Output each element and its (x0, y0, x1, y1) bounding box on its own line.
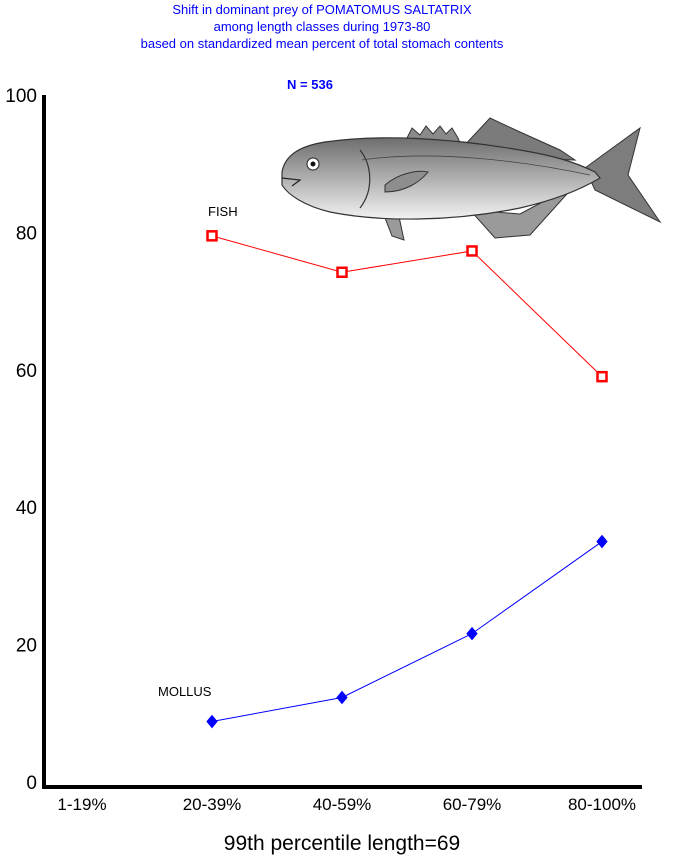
y-tick-label: 0 (26, 773, 37, 794)
x-tick-label: 80-100% (568, 795, 636, 814)
data-point-mollus (466, 626, 478, 641)
x-tick-label: 40-59% (313, 795, 372, 814)
data-point-fish (336, 266, 348, 278)
chart-title-line-3: based on standardized mean percent of to… (141, 36, 504, 51)
series-line-fish (211, 235, 603, 378)
series-label-fish: FISH (208, 204, 238, 219)
x-tick-label: 1-19% (57, 795, 106, 814)
data-point-fish (596, 370, 608, 383)
chart-title-line-2: among length classes during 1973-80 (214, 19, 431, 34)
x-tick-label: 60-79% (443, 795, 502, 814)
sample-size-label: N = 536 (287, 77, 333, 92)
series-line-mollus (211, 541, 603, 723)
data-point-mollus (336, 690, 348, 705)
bluefish-illustration (281, 117, 662, 241)
chart-title-line-1: Shift in dominant prey of POMATOMUS SALT… (172, 2, 472, 17)
y-tick-labels: 0 20 40 60 80 100 (5, 86, 37, 794)
data-series (206, 230, 608, 729)
y-tick-label: 100 (5, 86, 37, 107)
y-tick-label: 40 (16, 498, 37, 519)
y-tick-label: 80 (16, 223, 37, 244)
x-axis-label: 99th percentile length=69 (224, 832, 460, 855)
x-tick-label: 20-39% (183, 795, 242, 814)
y-tick-label: 20 (16, 636, 37, 657)
series-label-mollus: MOLLUS (158, 684, 212, 699)
y-tick-label: 60 (16, 361, 37, 382)
x-tick-labels: 1-19% 20-39% 40-59% 60-79% 80-100% (57, 795, 636, 814)
data-point-mollus (206, 714, 218, 729)
data-point-fish (206, 230, 218, 242)
data-point-mollus (596, 534, 608, 549)
data-point-fish (466, 245, 478, 257)
